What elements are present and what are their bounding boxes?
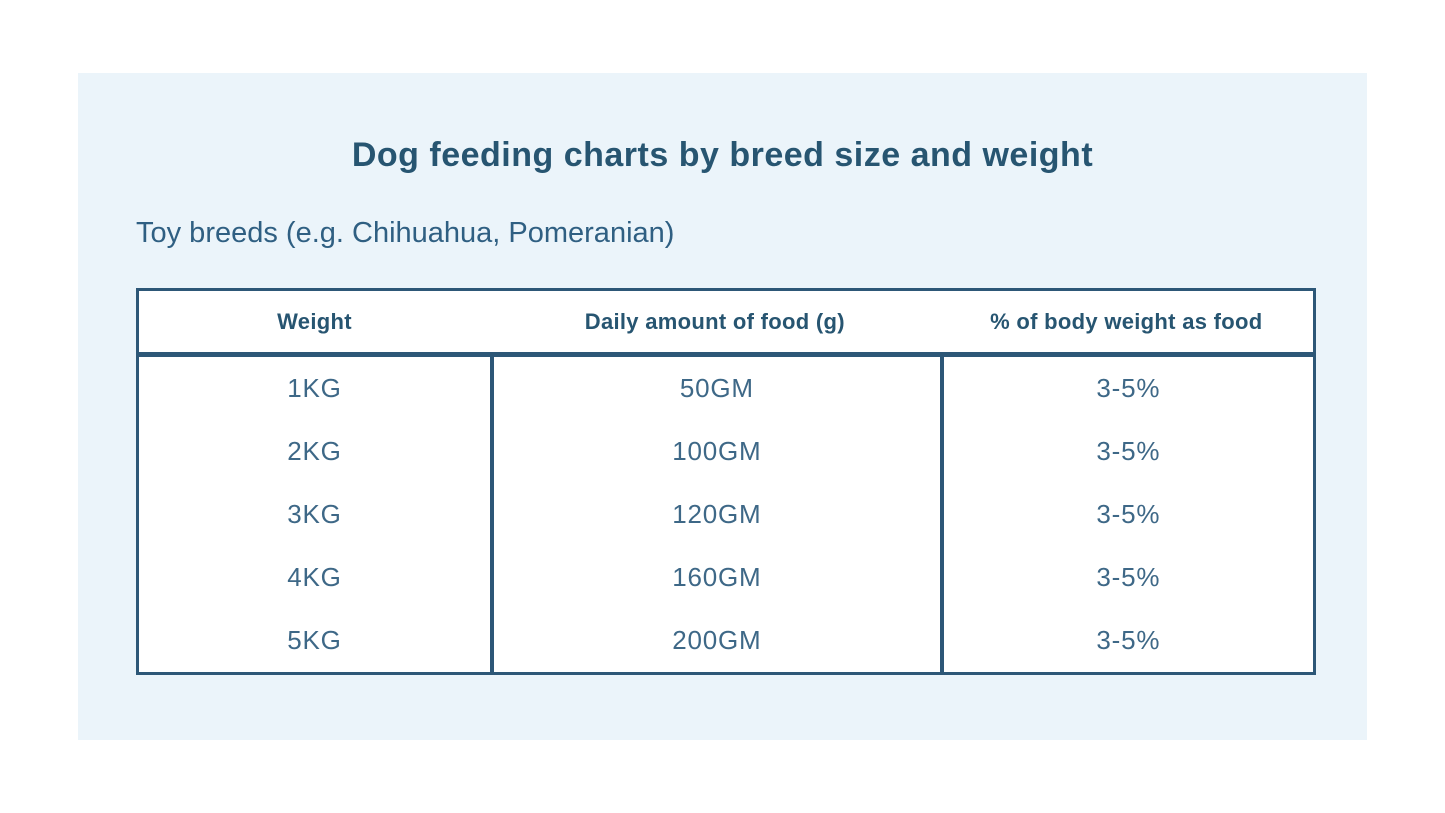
table-cell-daily-amount: 120GM xyxy=(672,499,762,529)
section-subtitle-toy-breeds: Toy breeds (e.g. Chihuahua, Pomeranian) xyxy=(136,217,675,249)
table-cell-weight: 1KG xyxy=(287,373,342,403)
table-cell-daily-amount: 50GM xyxy=(679,373,754,403)
table-cell-daily-amount: 160GM xyxy=(672,562,762,592)
table-cell-body-weight-pct: 3-5% xyxy=(1096,436,1161,466)
page-title: Dog feeding charts by breed size and wei… xyxy=(351,136,1094,174)
table-column-weight: 1KG 2KG 3KG 4KG 5KG xyxy=(139,357,490,672)
content-panel: Dog feeding charts by breed size and wei… xyxy=(78,73,1367,740)
feeding-table: Weight Daily amount of food (g) % of bod… xyxy=(136,288,1316,675)
column-header-weight: Weight xyxy=(277,308,352,334)
column-header-body-weight-pct: % of body weight as food xyxy=(990,308,1263,334)
table-cell-weight: 5KG xyxy=(287,625,342,655)
table-header-row: Weight Daily amount of food (g) % of bod… xyxy=(136,288,1316,355)
table-cell-weight: 2KG xyxy=(287,436,342,466)
table-column-body-weight-pct: 3-5% 3-5% 3-5% 3-5% 3-5% xyxy=(939,357,1313,672)
table-cell-body-weight-pct: 3-5% xyxy=(1096,373,1161,403)
column-header-daily-amount: Daily amount of food (g) xyxy=(584,308,845,334)
table-cell-daily-amount: 100GM xyxy=(672,436,762,466)
table-cell-body-weight-pct: 3-5% xyxy=(1096,625,1161,655)
table-cell-weight: 4KG xyxy=(287,562,342,592)
table-cell-body-weight-pct: 3-5% xyxy=(1096,499,1161,529)
table-column-daily-amount: 50GM 100GM 120GM 160GM 200GM xyxy=(490,357,940,672)
table-cell-weight: 3KG xyxy=(287,499,342,529)
table-cell-daily-amount: 200GM xyxy=(672,625,762,655)
table-cell-body-weight-pct: 3-5% xyxy=(1096,562,1161,592)
table-body: 1KG 2KG 3KG 4KG 5KG 50GM 100GM 120GM 160… xyxy=(136,355,1316,675)
